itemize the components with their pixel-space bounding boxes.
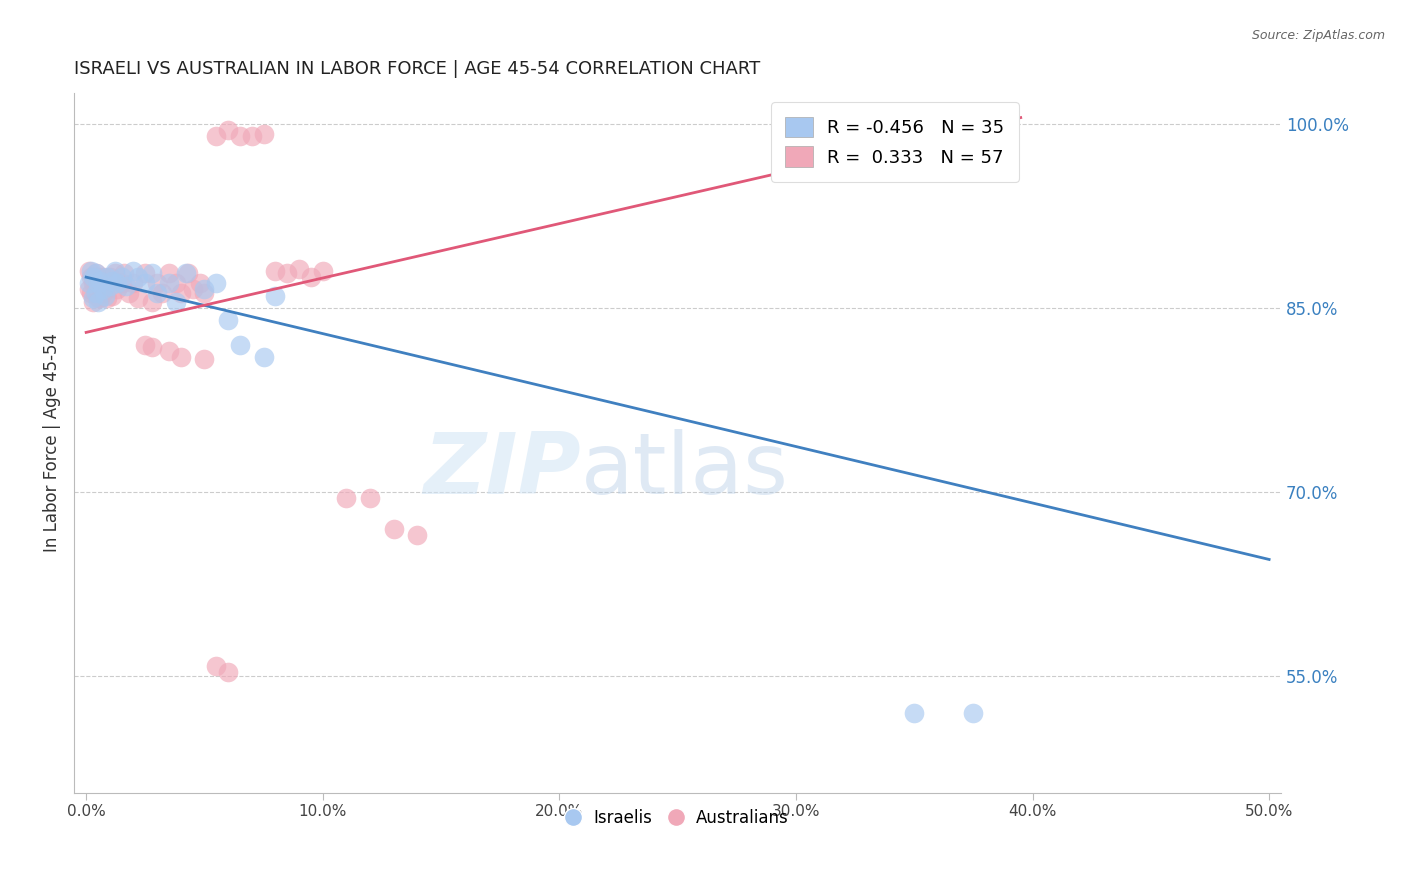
Point xyxy=(89,274,111,288)
Point xyxy=(98,270,121,285)
Point xyxy=(91,286,114,301)
Point xyxy=(170,350,193,364)
Point xyxy=(264,288,287,302)
Point xyxy=(87,291,110,305)
Point xyxy=(101,288,124,302)
Point xyxy=(115,278,138,293)
Point xyxy=(82,294,104,309)
Point xyxy=(80,270,103,285)
Point xyxy=(77,277,100,291)
Point xyxy=(174,267,197,281)
Point xyxy=(146,277,169,291)
Point xyxy=(84,267,107,281)
Text: Source: ZipAtlas.com: Source: ZipAtlas.com xyxy=(1251,29,1385,42)
Point xyxy=(127,291,149,305)
Point xyxy=(122,264,145,278)
Point xyxy=(312,264,335,278)
Point xyxy=(122,277,145,291)
Point xyxy=(359,491,381,505)
Point xyxy=(264,264,287,278)
Point xyxy=(188,277,211,291)
Point xyxy=(288,261,311,276)
Point xyxy=(193,286,215,301)
Point xyxy=(82,270,104,285)
Point xyxy=(974,128,997,143)
Point xyxy=(111,277,134,291)
Point xyxy=(193,282,215,296)
Point xyxy=(80,286,103,301)
Point xyxy=(103,264,125,278)
Point xyxy=(903,706,925,720)
Point xyxy=(229,128,252,143)
Point xyxy=(962,706,984,720)
Point xyxy=(101,274,124,288)
Point xyxy=(80,264,103,278)
Text: ISRAELI VS AUSTRALIAN IN LABOR FORCE | AGE 45-54 CORRELATION CHART: ISRAELI VS AUSTRALIAN IN LABOR FORCE | A… xyxy=(75,60,761,78)
Text: ZIP: ZIP xyxy=(423,429,581,512)
Point xyxy=(89,277,111,291)
Point xyxy=(112,267,135,281)
Point xyxy=(91,282,114,296)
Point xyxy=(118,286,141,301)
Point xyxy=(165,294,187,309)
Point xyxy=(240,128,263,143)
Point xyxy=(170,286,193,301)
Point xyxy=(77,282,100,296)
Point xyxy=(177,267,200,281)
Point xyxy=(111,270,134,285)
Point xyxy=(96,291,118,305)
Point xyxy=(105,282,128,296)
Point xyxy=(205,659,228,673)
Point xyxy=(134,267,156,281)
Y-axis label: In Labor Force | Age 45-54: In Labor Force | Age 45-54 xyxy=(44,334,60,552)
Text: atlas: atlas xyxy=(581,429,789,512)
Point xyxy=(229,337,252,351)
Point xyxy=(193,352,215,367)
Point xyxy=(181,282,204,296)
Point xyxy=(94,288,117,302)
Point xyxy=(150,286,173,301)
Point xyxy=(335,491,357,505)
Point xyxy=(82,291,104,305)
Point xyxy=(87,294,110,309)
Point xyxy=(217,313,239,327)
Point xyxy=(205,128,228,143)
Point xyxy=(141,340,163,354)
Point xyxy=(94,277,117,291)
Point xyxy=(105,277,128,291)
Point xyxy=(98,278,121,293)
Point xyxy=(406,528,429,542)
Point xyxy=(276,267,298,281)
Point xyxy=(84,267,107,281)
Point xyxy=(217,665,239,680)
Point xyxy=(134,337,156,351)
Point xyxy=(77,264,100,278)
Point xyxy=(157,267,180,281)
Point xyxy=(82,277,104,291)
Point xyxy=(141,294,163,309)
Legend: Israelis, Australians: Israelis, Australians xyxy=(560,802,796,833)
Point xyxy=(217,123,239,137)
Point xyxy=(87,270,110,285)
Point xyxy=(205,277,228,291)
Point xyxy=(84,286,107,301)
Point xyxy=(382,522,405,536)
Point xyxy=(96,270,118,285)
Point xyxy=(146,286,169,301)
Point xyxy=(103,267,125,281)
Point xyxy=(157,343,180,358)
Point xyxy=(84,286,107,301)
Point xyxy=(134,277,156,291)
Point xyxy=(89,291,111,305)
Point xyxy=(252,350,274,364)
Point xyxy=(252,127,274,141)
Point xyxy=(91,270,114,285)
Point xyxy=(157,277,180,291)
Point xyxy=(165,277,187,291)
Point xyxy=(299,270,322,285)
Point xyxy=(127,270,149,285)
Point xyxy=(87,277,110,291)
Point xyxy=(141,267,163,281)
